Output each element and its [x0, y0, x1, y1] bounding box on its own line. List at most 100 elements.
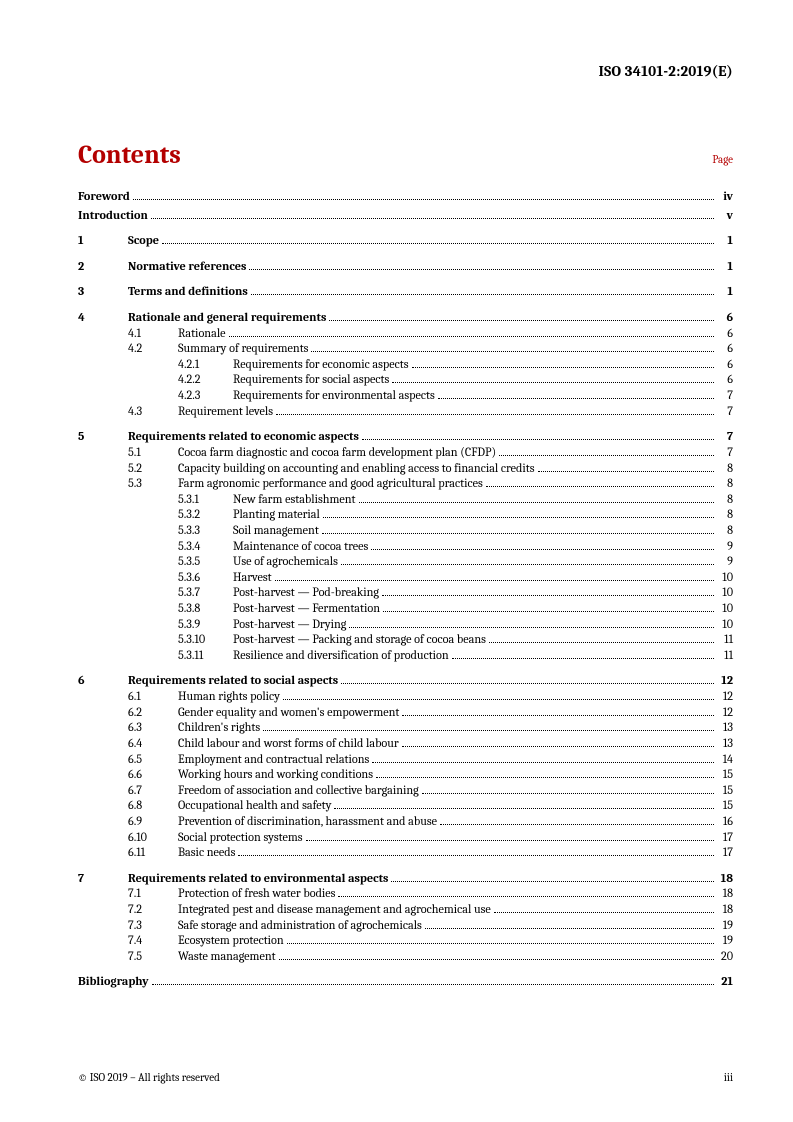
toc-label: 5.1	[128, 446, 178, 462]
page-column-label: Page	[712, 153, 733, 166]
toc-title: Farm agronomic performance and good agri…	[178, 477, 483, 493]
toc-page: 18	[717, 887, 733, 903]
toc-row: 4.2Summary of requirements6	[78, 342, 733, 358]
toc-page: 6	[717, 358, 733, 374]
toc-title: Integrated pest and disease management a…	[178, 903, 491, 919]
toc-leader	[152, 976, 714, 985]
toc-label: 6.6	[128, 768, 178, 784]
toc-title: Capacity building on accounting and enab…	[178, 462, 535, 478]
toc-leader	[162, 235, 714, 244]
toc-title: Gender equality and women's empowerment	[178, 706, 399, 722]
toc-leader	[372, 753, 714, 762]
toc-label: 5.3.9	[178, 618, 233, 634]
toc-page: 19	[717, 919, 733, 935]
toc-page: 11	[717, 649, 733, 665]
toc-page: 6	[717, 311, 733, 327]
toc-row: 5.3.4Maintenance of cocoa trees9	[78, 540, 733, 556]
toc-leader	[412, 359, 715, 368]
toc-label: 6.10	[128, 831, 178, 847]
toc-label: 6	[78, 674, 128, 690]
toc-label: 4.2.2	[178, 373, 233, 389]
toc-leader	[311, 343, 714, 352]
toc-page: 8	[717, 477, 733, 493]
toc-row: 4.2.1Requirements for economic aspects6	[78, 358, 733, 374]
toc-title: Requirement levels	[178, 405, 273, 421]
toc-page: 17	[717, 846, 733, 862]
toc-page: 18	[717, 872, 733, 888]
toc-leader	[334, 800, 714, 809]
toc-label: 5.3.2	[178, 508, 233, 524]
toc-title: Requirements for economic aspects	[233, 358, 409, 374]
toc-leader	[276, 406, 714, 415]
toc-page: 6	[717, 373, 733, 389]
page-footer: © ISO 2019 – All rights reserved iii	[78, 1071, 733, 1084]
toc-page: 14	[717, 753, 733, 769]
toc-title: Post-harvest — Packing and storage of co…	[233, 633, 486, 649]
toc-leader	[322, 525, 714, 534]
toc-row: 4.3Requirement levels7	[78, 405, 733, 421]
toc-leader	[329, 312, 714, 321]
toc-row: 6.2Gender equality and women's empowerme…	[78, 706, 733, 722]
toc-label: 5.3.10	[178, 633, 233, 649]
toc-leader	[382, 587, 714, 596]
toc-row: 4.2.2Requirements for social aspects6	[78, 373, 733, 389]
toc-label: 7.1	[128, 887, 178, 903]
toc-title: Introduction	[78, 209, 148, 225]
toc-title: Summary of requirements	[178, 342, 308, 358]
toc-label: 7	[78, 872, 128, 888]
toc-label: 5.3.8	[178, 602, 233, 618]
toc-label: 7.5	[128, 950, 178, 966]
toc-row: 7.1Protection of fresh water bodies 18	[78, 887, 733, 903]
toc-leader	[452, 650, 714, 659]
toc-page: 1	[717, 234, 733, 250]
toc-title: Social protection systems	[178, 831, 303, 847]
toc-row: 5.3.10Post-harvest — Packing and storage…	[78, 633, 733, 649]
toc-row: 6.5Employment and contractual relations1…	[78, 753, 733, 769]
toc-label: 5.3.11	[178, 649, 233, 665]
toc-leader	[287, 935, 714, 944]
contents-header: Contents Page	[78, 140, 733, 170]
toc-row: 5.3.2Planting material8	[78, 508, 733, 524]
toc-leader	[402, 738, 714, 747]
toc-leader	[349, 618, 714, 627]
footer-copyright: © ISO 2019 – All rights reserved	[78, 1071, 220, 1084]
toc-label: 5.3.5	[178, 555, 233, 571]
toc-leader	[425, 919, 714, 928]
toc-page: 13	[717, 737, 733, 753]
toc-title: Bibliography	[78, 975, 149, 991]
toc-label: 6.9	[128, 815, 178, 831]
toc-row: 5.3.8Post-harvest — Fermentation10	[78, 602, 733, 618]
toc-row: 6.6Working hours and working conditions1…	[78, 768, 733, 784]
toc-leader	[422, 785, 714, 794]
toc-page: 15	[717, 799, 733, 815]
toc-row: 5.3.7Post-harvest — Pod-breaking10	[78, 586, 733, 602]
toc-row: 5.3.9Post-harvest — Drying10	[78, 618, 733, 634]
toc-title: Protection of fresh water bodies	[178, 887, 335, 903]
toc-leader	[229, 328, 715, 337]
toc-title: Foreword	[78, 190, 130, 206]
toc-gap	[78, 965, 733, 975]
toc-label: 6.8	[128, 799, 178, 815]
toc-title: Requirements related to economic aspects	[128, 430, 359, 446]
toc-gap	[78, 862, 733, 872]
toc-label: 5.3.4	[178, 540, 233, 556]
toc-label: 6.1	[128, 690, 178, 706]
toc-leader	[238, 847, 714, 856]
toc-leader	[133, 191, 714, 200]
toc-page: 20	[717, 950, 733, 966]
toc-row: 6.3Children's rights13	[78, 721, 733, 737]
toc-label: 4.2	[128, 342, 178, 358]
toc-page: 8	[717, 524, 733, 540]
toc-label: 5.3.1	[178, 493, 233, 509]
toc-label: 6.4	[128, 737, 178, 753]
toc-page: 8	[717, 493, 733, 509]
toc-leader	[251, 286, 714, 295]
toc-label: 4	[78, 311, 128, 327]
toc-leader	[391, 873, 714, 882]
toc-row: Forewordiv	[78, 190, 733, 206]
toc-page: 12	[717, 674, 733, 690]
toc-gap	[78, 301, 733, 311]
toc-row: 6.7Freedom of association and collective…	[78, 784, 733, 800]
toc-row: Bibliography21	[78, 975, 733, 991]
toc-title: Use of agrochemicals	[233, 555, 338, 571]
